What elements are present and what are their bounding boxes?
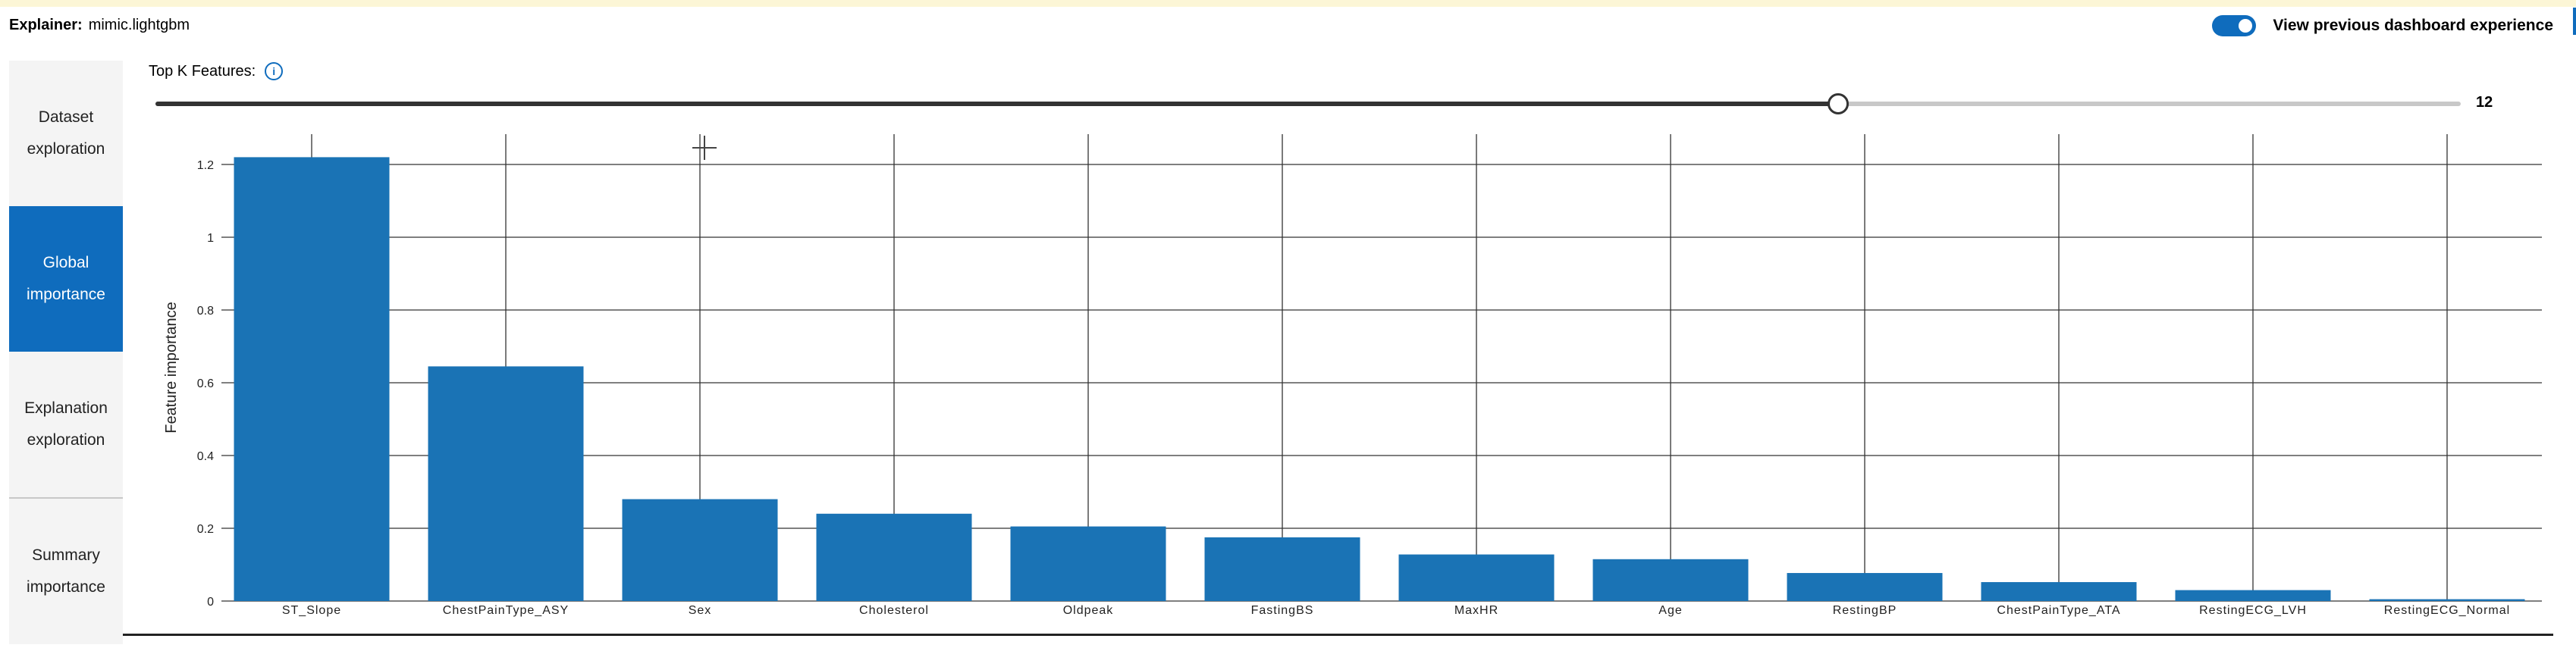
bar — [2175, 590, 2331, 601]
x-tick-label: RestingECG_LVH — [2199, 604, 2307, 617]
sidebar-item-label: Global — [42, 254, 89, 271]
sidebar-item-label: Summary — [32, 546, 100, 564]
sidebar-item-label: Explanation — [24, 399, 108, 417]
explainer-value: mimic.lightgbm — [88, 17, 190, 33]
y-tick-label: 0 — [207, 596, 214, 609]
topk-slider[interactable] — [155, 93, 2461, 114]
y-tick-label: 1 — [207, 232, 214, 245]
topk-slider-thumb[interactable] — [1828, 93, 1850, 114]
x-tick-label: RestingECG_Normal — [2384, 604, 2510, 617]
topk-label: Top K Features: — [149, 62, 256, 80]
x-tick-label: ST_Slope — [282, 604, 341, 617]
y-tick-label: 0.2 — [197, 523, 214, 536]
sidebar-item-global-importance[interactable]: Global importance — [9, 206, 123, 352]
sidebar-item-summary-importance[interactable]: Summary importance — [9, 497, 123, 644]
bar — [622, 499, 778, 601]
x-tick-label: Sex — [689, 604, 712, 617]
bar — [816, 513, 972, 601]
topk-slider-value: 12 — [2476, 94, 2493, 111]
x-tick-label: Oldpeak — [1063, 604, 1114, 617]
sidebar: Dataset exploration Global importance Expl… — [9, 61, 123, 644]
sidebar-item-label: importance — [27, 286, 105, 303]
x-tick-label: ChestPainType_ASY — [443, 604, 569, 617]
bar — [234, 157, 390, 601]
bar — [428, 366, 584, 601]
bar — [1010, 526, 1166, 601]
bar — [1204, 537, 1360, 601]
explainer-info: Explainer: mimic.lightgbm — [9, 17, 190, 34]
explainer-label: Explainer: — [9, 17, 83, 33]
toggle-knob — [2239, 19, 2253, 33]
sidebar-item-label: exploration — [27, 431, 105, 449]
x-tick-label: Age — [1658, 604, 1682, 617]
topk-slider-fill — [155, 102, 1839, 106]
bar — [1787, 573, 1943, 601]
bar — [2369, 599, 2525, 601]
previous-experience-toggle[interactable] — [2212, 15, 2257, 36]
y-axis-label: Feature importance — [163, 302, 180, 433]
bar — [1592, 559, 1749, 601]
bar — [1398, 554, 1555, 601]
bottom-border — [123, 634, 2553, 636]
info-icon[interactable]: i — [265, 62, 284, 80]
y-tick-label: 0.8 — [197, 305, 214, 318]
bar — [1981, 582, 2137, 601]
y-tick-label: 1.2 — [197, 159, 214, 172]
x-tick-label: RestingBP — [1833, 604, 1897, 617]
y-tick-label: 0.6 — [197, 377, 214, 390]
sidebar-item-label: exploration — [27, 140, 105, 158]
sidebar-item-dataset-exploration[interactable]: Dataset exploration — [9, 61, 123, 206]
x-tick-label: ChestPainType_ATA — [1997, 604, 2120, 617]
top-banner — [0, 0, 2576, 7]
x-tick-label: FastingBS — [1251, 604, 1314, 617]
sidebar-item-label: importance — [27, 578, 105, 596]
toggle-label: View previous dashboard experience — [2273, 17, 2553, 34]
previous-experience-toggle-group: View previous dashboard experience — [2212, 15, 2553, 36]
x-tick-label: MaxHR — [1454, 604, 1498, 617]
topk-label-group: Top K Features: i — [149, 62, 284, 80]
x-tick-label: Cholesterol — [859, 604, 929, 617]
y-tick-label: 0.4 — [197, 450, 214, 463]
sidebar-item-explanation-exploration[interactable]: Explanation exploration — [9, 352, 123, 497]
scrollbar-edge[interactable] — [2573, 8, 2576, 35]
sidebar-item-label: Dataset — [38, 108, 94, 126]
